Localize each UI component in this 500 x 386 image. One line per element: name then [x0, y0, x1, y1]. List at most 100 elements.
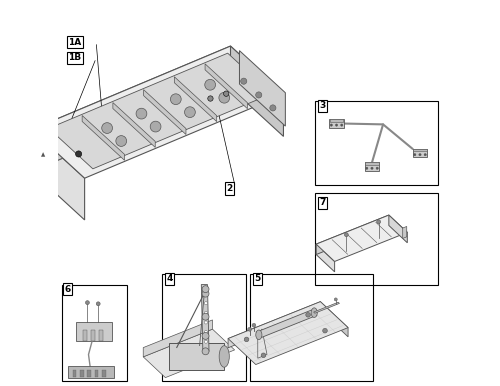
- Bar: [316, 193, 438, 285]
- Circle shape: [424, 154, 426, 156]
- Polygon shape: [202, 284, 209, 351]
- Bar: [162, 274, 246, 381]
- Polygon shape: [228, 301, 320, 348]
- Text: 3: 3: [319, 101, 326, 110]
- Polygon shape: [143, 320, 212, 357]
- Bar: [364, 163, 380, 171]
- Circle shape: [202, 290, 209, 297]
- Polygon shape: [316, 215, 408, 261]
- Bar: [76, 322, 112, 341]
- Circle shape: [240, 78, 247, 84]
- Circle shape: [184, 107, 196, 118]
- Text: 5: 5: [254, 274, 261, 283]
- Circle shape: [270, 105, 276, 111]
- Circle shape: [204, 330, 208, 334]
- Polygon shape: [144, 90, 186, 134]
- Circle shape: [170, 94, 181, 105]
- Circle shape: [340, 124, 343, 126]
- Bar: [329, 119, 344, 128]
- Circle shape: [330, 124, 332, 126]
- Polygon shape: [143, 329, 234, 378]
- Circle shape: [376, 167, 378, 169]
- Bar: [72, 370, 76, 377]
- Polygon shape: [230, 46, 283, 136]
- Polygon shape: [113, 103, 155, 147]
- Circle shape: [244, 337, 249, 342]
- Bar: [99, 330, 103, 341]
- Circle shape: [261, 353, 266, 357]
- Circle shape: [150, 121, 161, 132]
- Circle shape: [102, 123, 112, 134]
- Polygon shape: [205, 64, 248, 109]
- Circle shape: [344, 233, 348, 237]
- Circle shape: [322, 328, 328, 333]
- Circle shape: [202, 286, 209, 293]
- Circle shape: [202, 332, 209, 339]
- Circle shape: [371, 167, 373, 169]
- Circle shape: [306, 313, 310, 317]
- Circle shape: [376, 220, 380, 224]
- Ellipse shape: [219, 346, 230, 367]
- Polygon shape: [32, 46, 230, 171]
- Polygon shape: [48, 53, 272, 169]
- Bar: [316, 101, 438, 185]
- Text: ▲: ▲: [41, 152, 46, 157]
- Polygon shape: [32, 46, 284, 178]
- Circle shape: [204, 302, 208, 305]
- Bar: [414, 149, 426, 151]
- Text: 7: 7: [319, 198, 326, 207]
- Polygon shape: [32, 130, 84, 220]
- Circle shape: [224, 91, 229, 96]
- Bar: [366, 163, 378, 165]
- Circle shape: [116, 135, 126, 146]
- Text: 1A: 1A: [68, 38, 82, 47]
- Circle shape: [205, 80, 216, 90]
- Circle shape: [248, 327, 252, 331]
- Circle shape: [136, 108, 147, 119]
- Bar: [102, 370, 106, 377]
- Bar: [94, 370, 98, 377]
- Polygon shape: [240, 51, 286, 126]
- Ellipse shape: [311, 308, 318, 317]
- Bar: [330, 119, 343, 122]
- Circle shape: [204, 340, 208, 343]
- Circle shape: [204, 311, 208, 314]
- Polygon shape: [314, 302, 340, 313]
- Ellipse shape: [256, 330, 262, 340]
- Bar: [250, 274, 373, 381]
- Bar: [83, 330, 87, 341]
- Polygon shape: [174, 77, 216, 122]
- Circle shape: [256, 92, 262, 98]
- Circle shape: [252, 323, 256, 327]
- Polygon shape: [82, 115, 124, 160]
- Circle shape: [204, 321, 208, 324]
- Bar: [412, 149, 428, 157]
- Polygon shape: [389, 215, 407, 243]
- Circle shape: [76, 151, 82, 157]
- Polygon shape: [316, 244, 334, 272]
- Bar: [62, 285, 127, 381]
- Circle shape: [86, 301, 89, 305]
- Bar: [169, 343, 224, 370]
- Circle shape: [202, 348, 209, 355]
- Circle shape: [96, 302, 100, 306]
- Text: 4: 4: [166, 274, 172, 283]
- Circle shape: [208, 96, 213, 101]
- Circle shape: [202, 313, 209, 320]
- Text: 2: 2: [226, 184, 232, 193]
- Bar: [91, 330, 96, 341]
- Bar: [80, 370, 84, 377]
- Polygon shape: [228, 301, 348, 364]
- Polygon shape: [402, 227, 406, 239]
- Circle shape: [334, 298, 338, 301]
- Circle shape: [204, 292, 208, 295]
- Text: 6: 6: [64, 285, 71, 294]
- Polygon shape: [320, 301, 348, 337]
- Polygon shape: [256, 310, 317, 337]
- Circle shape: [414, 154, 416, 156]
- Bar: [88, 370, 91, 377]
- Circle shape: [219, 92, 230, 103]
- Bar: [68, 366, 114, 378]
- Text: 1B: 1B: [68, 53, 82, 62]
- Circle shape: [336, 124, 338, 126]
